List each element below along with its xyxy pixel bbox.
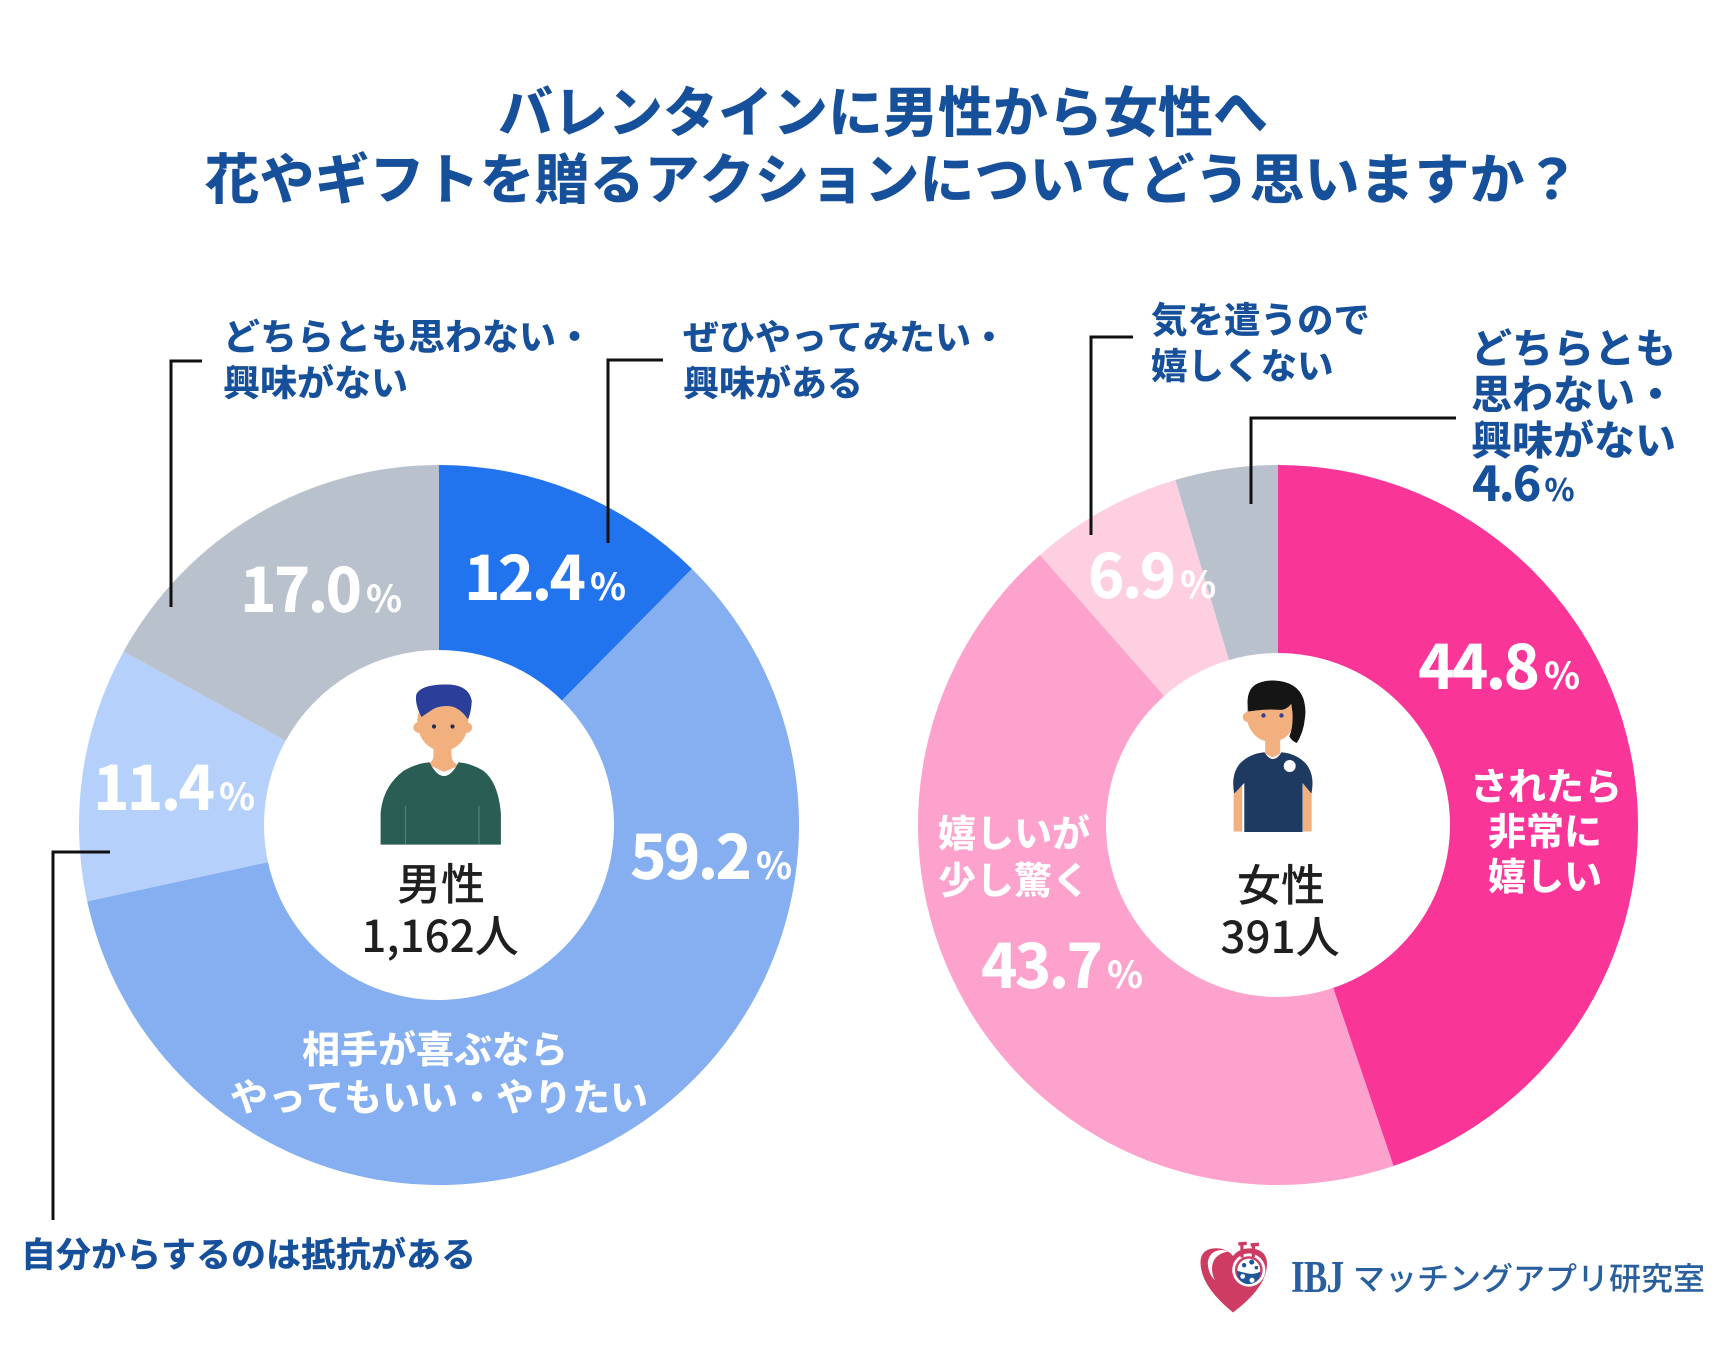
svg-text:IBJ: IBJ (1291, 1252, 1344, 1302)
